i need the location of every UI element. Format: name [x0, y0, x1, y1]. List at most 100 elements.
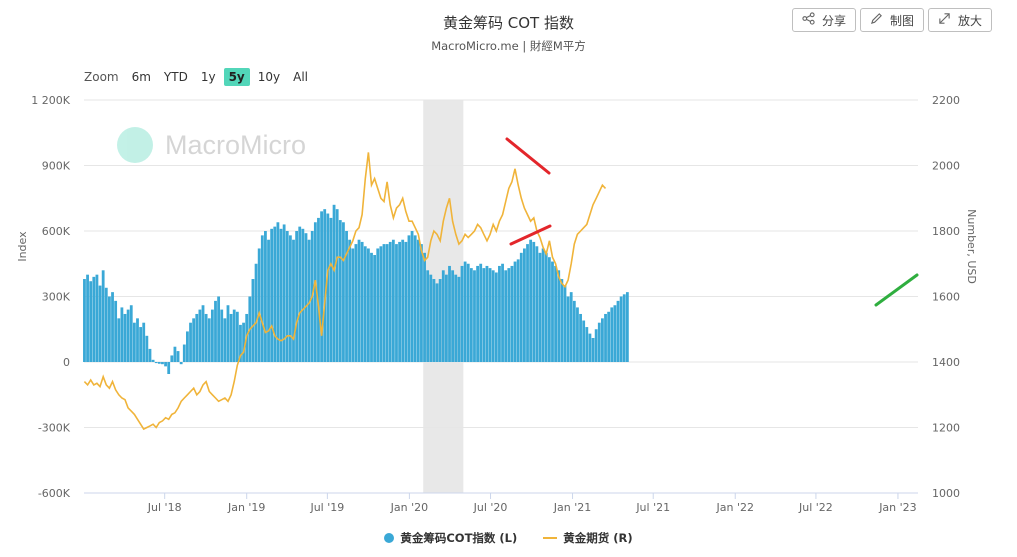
- x-tick-label: Jul '18: [147, 501, 182, 514]
- cot-bar: [401, 239, 405, 362]
- cot-bar: [547, 257, 551, 362]
- cot-bar: [454, 274, 458, 362]
- y-left-tick-label: 0: [63, 356, 70, 369]
- cot-bar: [357, 239, 361, 362]
- cot-bar: [616, 300, 620, 362]
- cot-bar: [123, 313, 127, 362]
- cot-bar: [86, 274, 89, 362]
- y-left-axis-title: Index: [16, 231, 29, 262]
- cot-bar: [498, 265, 501, 362]
- cot-bar: [257, 248, 261, 362]
- cot-bar: [591, 337, 595, 362]
- cot-bar: [164, 362, 167, 367]
- cot-bar: [89, 281, 93, 362]
- y-right-tick-label: 2200: [932, 94, 960, 107]
- cot-bar: [98, 285, 102, 362]
- cot-bar: [391, 239, 395, 362]
- cot-bar: [476, 265, 479, 362]
- cot-bar: [342, 222, 345, 362]
- cot-bar: [395, 244, 398, 362]
- cot-bar: [360, 241, 364, 362]
- zoom-6m-button[interactable]: 6m: [131, 70, 151, 84]
- cot-bar: [104, 287, 108, 362]
- cot-bar: [111, 292, 114, 362]
- y-left-tick-label: -300K: [38, 422, 71, 435]
- cot-bar: [323, 209, 327, 362]
- x-tick-label: Jul '19: [309, 501, 344, 514]
- cot-bar: [488, 268, 492, 362]
- zoom-ytd-button[interactable]: YTD: [163, 70, 188, 84]
- legend: 黄金筹码COT指数 (L) 黄金期货 (R): [0, 530, 1017, 546]
- cot-bar: [516, 259, 520, 362]
- line-series-marker-icon: [543, 537, 558, 539]
- cot-bar: [579, 313, 582, 362]
- cot-bar: [176, 351, 180, 362]
- x-tick-label: Jul '20: [473, 501, 508, 514]
- cot-bar: [413, 235, 417, 362]
- cot-bar: [251, 279, 255, 362]
- macromicro-logo-icon: [117, 127, 153, 163]
- x-tick-label: Jan '19: [227, 501, 265, 514]
- zoom-all-button[interactable]: All: [293, 70, 309, 84]
- cot-bar: [569, 292, 573, 362]
- cot-bar: [423, 252, 426, 362]
- cot-bar: [370, 252, 373, 362]
- cot-bar: [83, 279, 86, 362]
- draw-button[interactable]: 制图: [859, 8, 924, 32]
- zoom-5y-button[interactable]: 5y: [223, 68, 250, 86]
- cot-bar: [535, 246, 539, 362]
- legend-item-gold[interactable]: 黄金期货 (R): [543, 530, 633, 546]
- cot-bar: [597, 322, 601, 362]
- cot-bar: [220, 309, 224, 362]
- cot-bar: [338, 220, 342, 362]
- legend-item-cot[interactable]: 黄金筹码COT指数 (L): [384, 530, 517, 546]
- cot-bar: [566, 296, 570, 362]
- cot-bar: [260, 235, 264, 362]
- y-right-tick-label: 1600: [932, 291, 960, 304]
- expand-icon: [938, 12, 951, 28]
- cot-bar: [457, 276, 461, 362]
- cot-bar: [441, 270, 445, 362]
- cot-bar: [563, 285, 567, 362]
- cot-bar: [354, 244, 358, 362]
- cot-bar: [161, 362, 164, 365]
- cot-bar: [351, 248, 355, 362]
- cot-bar: [404, 241, 408, 362]
- share-button[interactable]: 分享: [791, 8, 856, 32]
- cot-bar: [554, 265, 558, 362]
- cot-bar: [494, 272, 498, 362]
- cot-bar: [523, 248, 526, 362]
- cot-bar: [604, 313, 607, 362]
- cot-bar: [444, 274, 448, 362]
- cot-bar: [507, 268, 511, 362]
- zoom-1y-button[interactable]: 1y: [200, 70, 216, 84]
- cot-bar: [588, 333, 592, 362]
- cot-bar: [560, 279, 564, 362]
- cot-bar: [298, 226, 302, 362]
- zoom-bar: Zoom 6m YTD 1y 5y 10y All: [84, 68, 316, 86]
- cot-bar: [207, 318, 211, 362]
- y-left-tick-label: 600K: [42, 225, 71, 238]
- cot-bar: [519, 252, 523, 362]
- cot-bar: [151, 359, 155, 362]
- cot-bar: [229, 313, 233, 362]
- y-right-tick-label: 1200: [932, 422, 960, 435]
- cot-bar: [438, 279, 442, 362]
- cot-bar: [479, 263, 483, 362]
- cot-bar: [429, 274, 433, 362]
- annotation-red-line-top: [505, 137, 551, 175]
- cot-bar: [120, 307, 124, 362]
- zoom-10y-button[interactable]: 10y: [257, 70, 281, 84]
- chart-title: 黄金筹码 COT 指数: [443, 14, 574, 32]
- cot-bar: [526, 244, 529, 362]
- expand-button[interactable]: 放大: [927, 8, 992, 32]
- cot-bar: [304, 233, 308, 362]
- cot-bar: [541, 248, 545, 362]
- cot-bar: [173, 346, 177, 362]
- cot-bar: [320, 211, 323, 362]
- cot-bar: [276, 222, 280, 362]
- cot-bar: [532, 241, 536, 362]
- cot-bar: [619, 296, 623, 362]
- pencil-icon: [870, 12, 883, 28]
- y-left-tick-label: 900K: [42, 160, 71, 173]
